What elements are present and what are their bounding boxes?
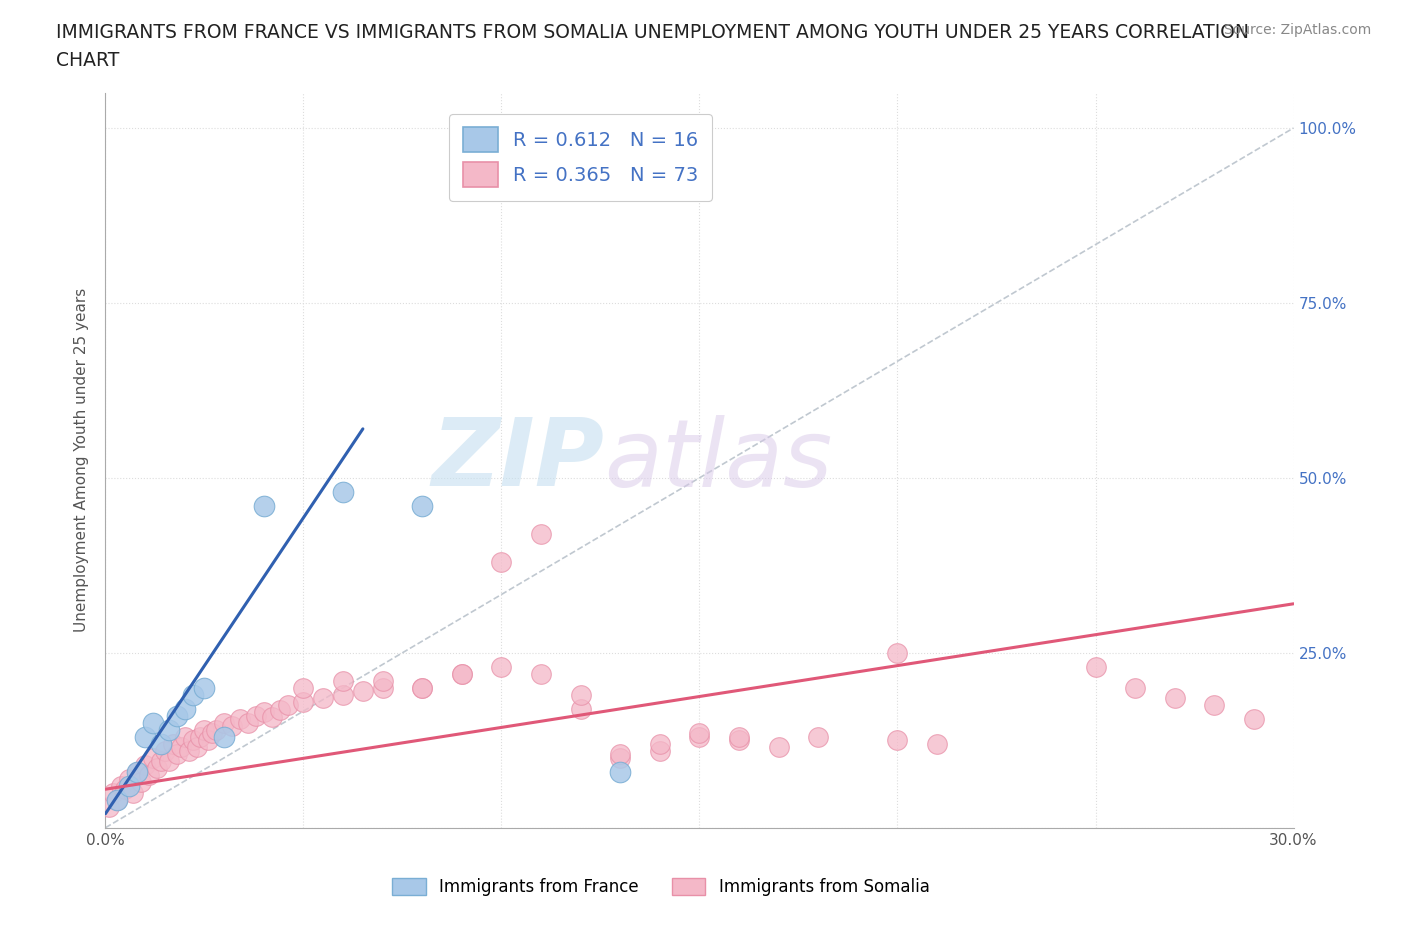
Point (648, 737, 671, 751)
Point (689, 729, 711, 744)
Point (371, 681, 394, 696)
Text: IMMIGRANTS FROM FRANCE VS IMMIGRANTS FROM SOMALIA UNEMPLOYMENT AMONG YOUTH UNDER: IMMIGRANTS FROM FRANCE VS IMMIGRANTS FRO… (56, 23, 1250, 42)
Point (450, 666, 472, 681)
Point (886, 645, 908, 660)
Point (134, 757, 156, 772)
Point (569, 687, 592, 702)
Point (277, 698, 299, 712)
Point (142, 715, 165, 730)
Text: ZIP: ZIP (432, 415, 605, 506)
Point (114, 782, 136, 797)
Point (103, 785, 125, 800)
Point (197, 733, 219, 748)
Point (205, 723, 228, 737)
Point (201, 725, 224, 740)
Point (253, 498, 276, 513)
Point (181, 733, 204, 748)
Point (214, 729, 236, 744)
Point (411, 681, 433, 696)
Point (728, 729, 751, 744)
Point (162, 737, 184, 751)
Text: CHART: CHART (56, 51, 120, 70)
Point (530, 666, 553, 681)
Point (186, 739, 208, 754)
Point (166, 747, 188, 762)
Point (127, 764, 149, 779)
Text: atlas: atlas (605, 415, 832, 506)
Point (332, 687, 354, 702)
Point (609, 751, 631, 765)
Point (245, 709, 267, 724)
Point (157, 723, 180, 737)
Point (312, 691, 335, 706)
Point (153, 743, 176, 758)
Text: Source: ZipAtlas.com: Source: ZipAtlas.com (1223, 23, 1371, 37)
Point (569, 701, 592, 716)
Point (98, 799, 121, 814)
Point (352, 684, 374, 698)
Point (768, 739, 790, 754)
Point (1243, 711, 1265, 726)
Point (214, 715, 236, 730)
Point (173, 701, 195, 716)
Point (491, 554, 513, 569)
Point (173, 729, 195, 744)
Point (371, 673, 394, 688)
Point (166, 709, 188, 724)
Point (1084, 659, 1107, 674)
Point (450, 666, 472, 681)
Point (491, 659, 513, 674)
Point (292, 681, 315, 696)
Point (530, 526, 553, 541)
Y-axis label: Unemployment Among Youth under 25 years: Unemployment Among Youth under 25 years (75, 288, 90, 632)
Point (138, 768, 160, 783)
Point (129, 775, 152, 790)
Point (118, 778, 141, 793)
Point (105, 792, 128, 807)
Legend: Immigrants from France, Immigrants from Somalia: Immigrants from France, Immigrants from … (385, 871, 936, 903)
Point (149, 754, 172, 769)
Point (253, 705, 276, 720)
Point (269, 703, 291, 718)
Legend: R = 0.612   N = 16, R = 0.365   N = 73: R = 0.612 N = 16, R = 0.365 N = 73 (449, 113, 713, 201)
Point (157, 754, 180, 769)
Point (190, 729, 212, 744)
Point (886, 733, 908, 748)
Point (1164, 691, 1187, 706)
Point (728, 733, 751, 748)
Point (110, 778, 132, 793)
Point (127, 764, 149, 779)
Point (221, 719, 243, 734)
Point (118, 771, 141, 786)
Point (1123, 681, 1146, 696)
Point (332, 485, 354, 499)
Point (122, 785, 145, 800)
Point (609, 764, 631, 779)
Point (260, 710, 283, 724)
Point (170, 739, 193, 754)
Point (146, 761, 169, 776)
Point (193, 681, 215, 696)
Point (229, 711, 252, 726)
Point (648, 743, 671, 758)
Point (292, 695, 315, 710)
Point (105, 792, 128, 807)
Point (134, 729, 156, 744)
Point (142, 751, 165, 765)
Point (411, 498, 433, 513)
Point (332, 673, 354, 688)
Point (236, 715, 259, 730)
Point (807, 729, 830, 744)
Point (925, 737, 948, 751)
Point (181, 687, 204, 702)
Point (689, 725, 711, 740)
Point (149, 737, 172, 751)
Point (411, 681, 433, 696)
Point (609, 747, 631, 762)
Point (1204, 698, 1226, 712)
Point (193, 723, 215, 737)
Point (177, 743, 200, 758)
